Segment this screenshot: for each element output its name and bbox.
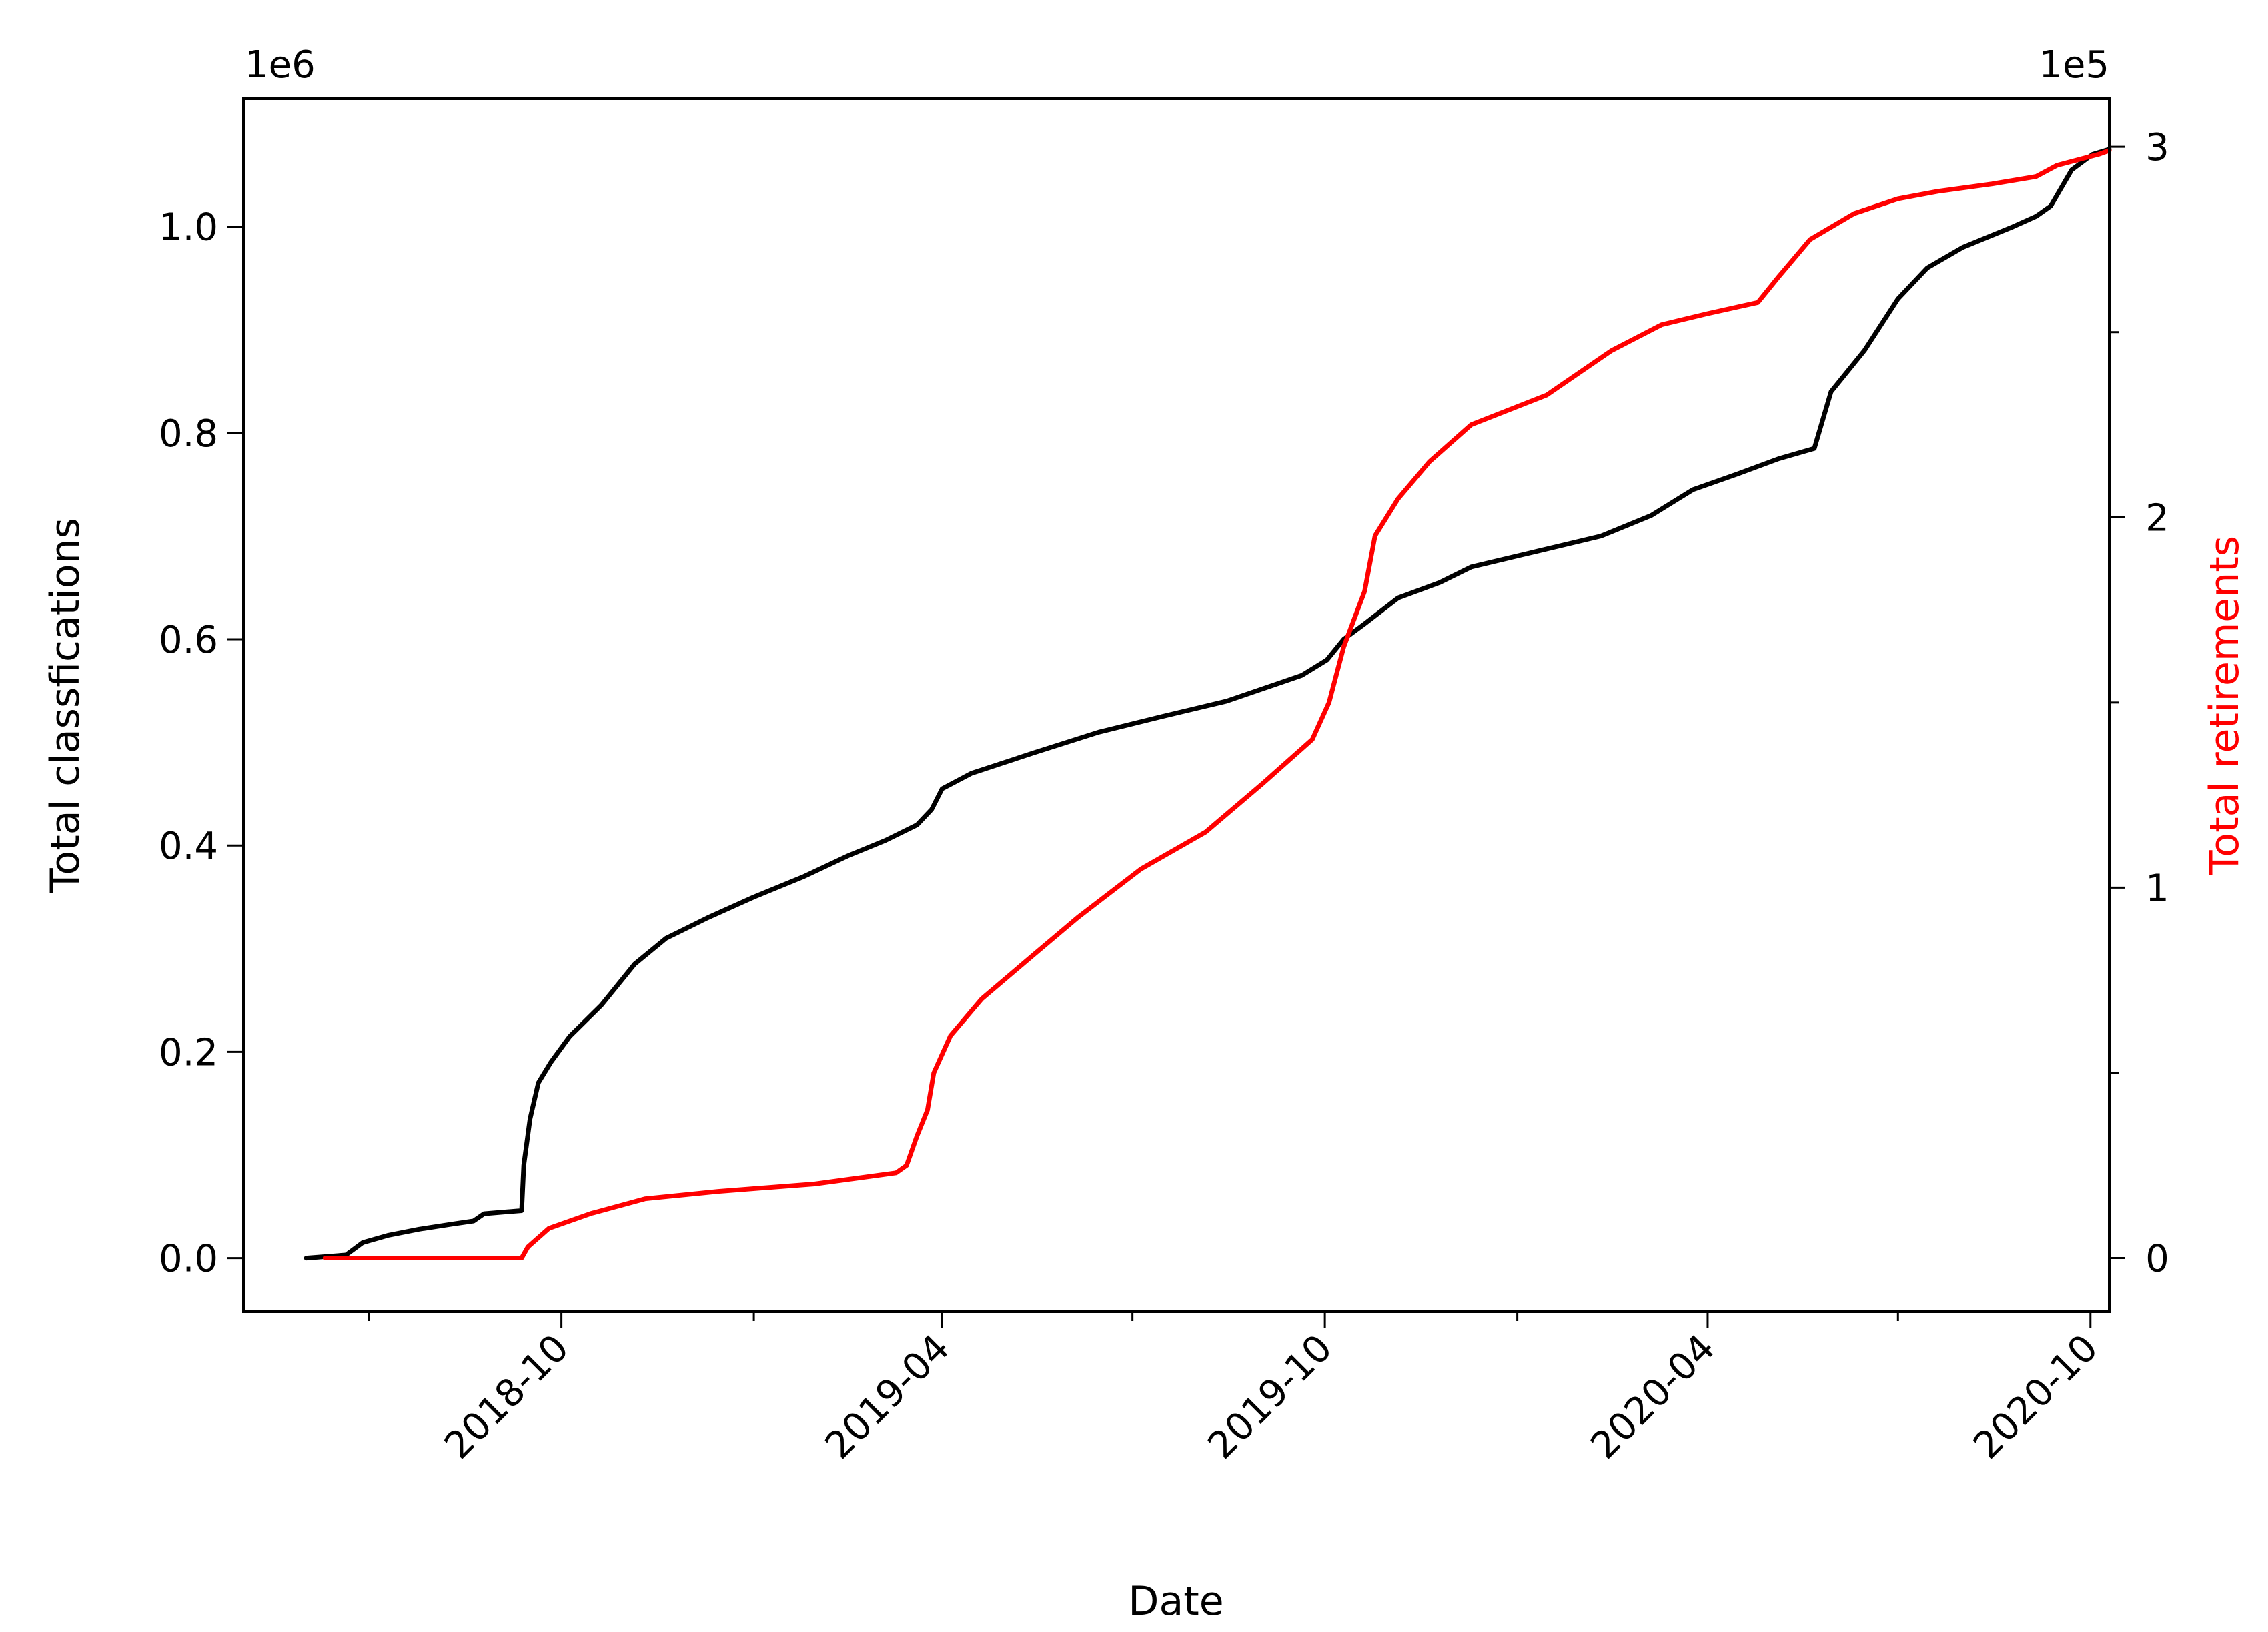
series-layer xyxy=(304,147,2112,1261)
right-y-tick-label: 2 xyxy=(2145,496,2169,540)
left-axis-label: Total classfications xyxy=(42,518,89,893)
x-axis-label: Date xyxy=(1128,1578,1223,1625)
left-y-axis: 0.0 0.2 0.4 0.6 0.8 1.0 xyxy=(159,206,243,1281)
left-y-tick-label: 0.8 xyxy=(159,412,218,456)
left-y-tick-label: 0.6 xyxy=(159,619,218,662)
right-y-tick-label: 0 xyxy=(2145,1238,2169,1281)
right-axis-label: Total retirements xyxy=(2201,536,2248,875)
left-y-tick-label: 0.4 xyxy=(159,825,218,868)
left-y-tick-label: 0.0 xyxy=(159,1238,218,1281)
right-y-tick-label: 1 xyxy=(2145,867,2169,910)
left-y-tick-label: 0.2 xyxy=(159,1031,218,1074)
plot-frame xyxy=(242,97,2111,1313)
right-axis-offset-label: 1e5 xyxy=(2039,43,2109,87)
series-line-right xyxy=(322,148,2112,1260)
series-line-left xyxy=(304,147,2112,1261)
left-axis-offset-label: 1e6 xyxy=(245,43,316,87)
right-y-tick-label: 3 xyxy=(2145,126,2169,169)
left-y-tick-label: 1.0 xyxy=(159,206,218,250)
right-y-axis: 0 1 2 3 xyxy=(2109,126,2169,1281)
